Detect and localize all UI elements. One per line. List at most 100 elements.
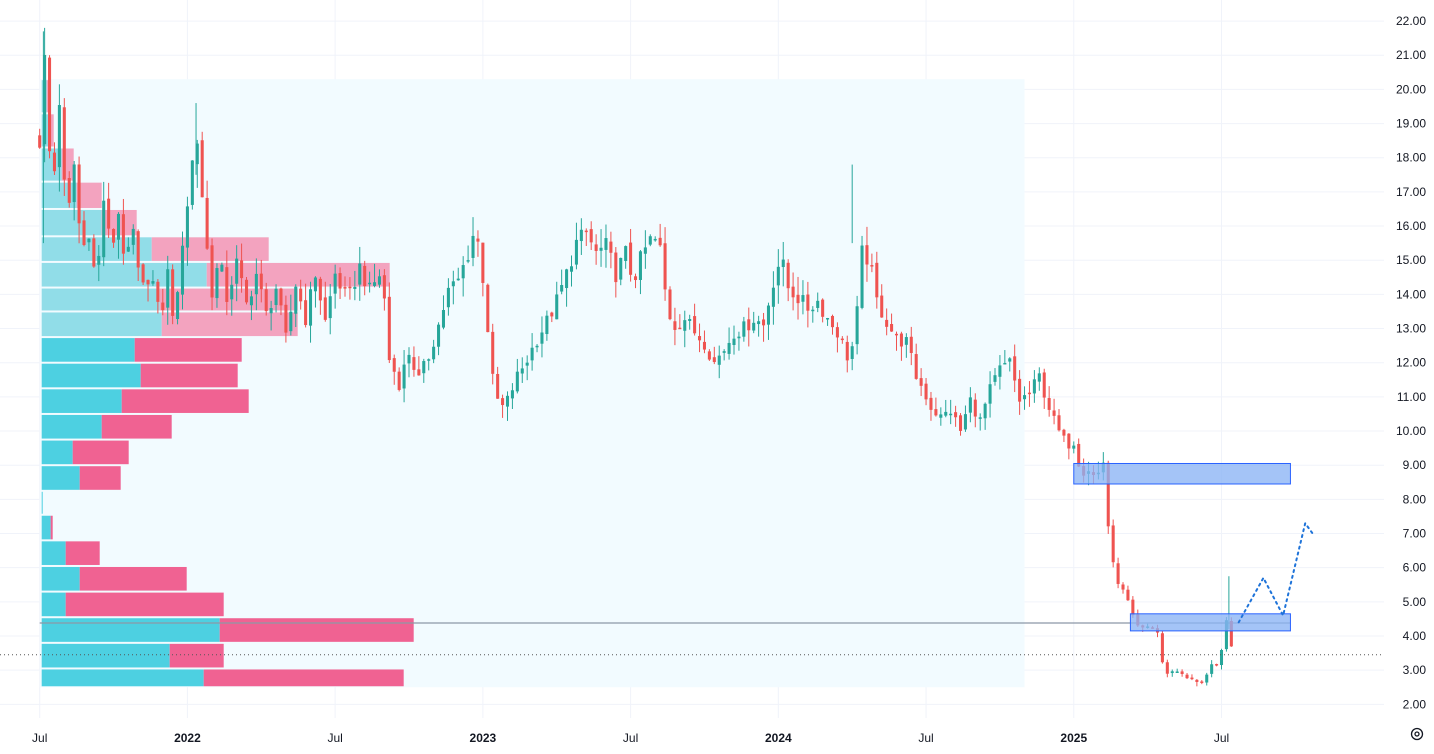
candle-up: [574, 239, 578, 265]
gear-icon[interactable]: [1408, 725, 1426, 743]
price-axis-label: 19.00: [1396, 117, 1426, 131]
candle-down: [909, 336, 913, 353]
candle-up: [520, 368, 524, 374]
candle-down: [865, 245, 869, 265]
candle-up: [254, 273, 258, 295]
candle-down: [845, 341, 849, 361]
candle-down: [796, 294, 800, 304]
candle-up: [328, 296, 332, 319]
zone-rectangle-2[interactable]: [1129, 613, 1291, 632]
candle-down: [136, 231, 140, 268]
candle-down: [279, 288, 283, 306]
candle-down: [1018, 378, 1022, 402]
volume-profile-bar-down: [101, 414, 172, 439]
price-axis-label: 5.00: [1403, 595, 1427, 609]
candle-up: [717, 355, 721, 365]
candle-down: [1013, 356, 1017, 381]
price-axis[interactable]: 2.00 3.00 4.00 5.00 6.00 7.00 8.00 9.00 10.00 11.…: [1396, 14, 1426, 711]
candle-up: [545, 315, 549, 335]
candle-up: [555, 294, 559, 320]
candle-down: [890, 323, 894, 332]
candle-down: [693, 316, 697, 334]
candle-down: [496, 373, 500, 399]
volume-profile-bar-up: [41, 618, 220, 642]
volume-profile-bar-down: [206, 262, 390, 287]
candle-down: [486, 284, 490, 333]
volume-profile-bar-down: [169, 643, 224, 668]
price-axis-label: 7.00: [1403, 527, 1427, 541]
candle-down: [156, 281, 160, 302]
volume-profile: [41, 80, 414, 687]
candle-up: [185, 206, 189, 248]
candle-up: [102, 200, 106, 258]
candle-up: [653, 238, 657, 241]
candle-down: [821, 299, 825, 317]
candle-up: [1003, 362, 1007, 365]
candle-up: [771, 287, 775, 307]
candle-up: [781, 259, 785, 268]
candle-up: [427, 359, 431, 361]
candle-up: [752, 322, 756, 331]
volume-profile-bar-up: [41, 209, 102, 236]
candle-up: [274, 288, 278, 306]
candle-down: [225, 267, 229, 302]
candle-up: [180, 245, 185, 295]
candle-up: [230, 284, 234, 300]
forecast-path[interactable]: [1237, 520, 1314, 624]
volume-profile-bar-up: [41, 237, 152, 261]
candle-up: [968, 397, 972, 413]
candle-up: [727, 342, 731, 354]
volume-profile-bar-down: [219, 618, 414, 642]
candle-up: [131, 228, 135, 245]
candle-down: [707, 351, 711, 360]
price-axis-label: 22.00: [1396, 14, 1426, 28]
candle-down: [264, 289, 268, 312]
candle-up: [643, 247, 647, 254]
candle-down: [1116, 563, 1120, 584]
candle-up: [377, 276, 381, 285]
candle-up: [816, 300, 820, 308]
price-axis-label: 9.00: [1403, 458, 1427, 472]
candle-up: [1008, 358, 1012, 362]
candle-down: [417, 369, 421, 376]
time-axis[interactable]: Jul 2022 Jul 2023 Jul 2024 Jul 2025 Jul: [32, 731, 1229, 745]
forecast-dotted-line[interactable]: [1237, 520, 1314, 624]
candle-up: [722, 351, 726, 353]
candle-down: [924, 383, 928, 400]
candle-down: [550, 312, 554, 317]
zone-rectangle-1[interactable]: [1073, 462, 1291, 485]
candle-down: [62, 107, 66, 180]
candle-up: [166, 269, 170, 308]
volume-profile-bar-up: [41, 414, 102, 439]
candle-down: [929, 397, 933, 410]
volume-profile-bar-down: [140, 363, 238, 388]
candle-up: [373, 282, 377, 286]
time-axis-label: Jul: [32, 731, 47, 745]
volume-profile-bar-down: [61, 148, 74, 181]
candle-down: [363, 265, 367, 287]
volume-profile-bar-up: [41, 491, 43, 514]
candle-down: [786, 262, 790, 289]
candle-down: [1121, 584, 1125, 590]
candle-up: [269, 308, 273, 314]
volume-profile-bar-up: [41, 592, 66, 617]
price-axis-label: 20.00: [1396, 82, 1426, 96]
candle-down: [894, 333, 899, 336]
candle-down: [82, 220, 86, 246]
candle-down: [205, 197, 209, 249]
candle-up: [505, 395, 510, 407]
zones[interactable]: [1073, 462, 1291, 632]
candle-down: [67, 178, 71, 203]
volume-profile-bar-up: [41, 363, 141, 388]
candle-up: [87, 238, 91, 243]
price-axis-label: 13.00: [1396, 322, 1426, 336]
candle-down: [501, 398, 505, 406]
volume-profile-bar-up: [41, 541, 66, 565]
candle-down: [338, 273, 342, 289]
candle-up: [1224, 620, 1228, 650]
volume-profile-bar-up: [41, 515, 51, 540]
candle-up: [437, 324, 441, 347]
candle-up: [688, 319, 692, 322]
